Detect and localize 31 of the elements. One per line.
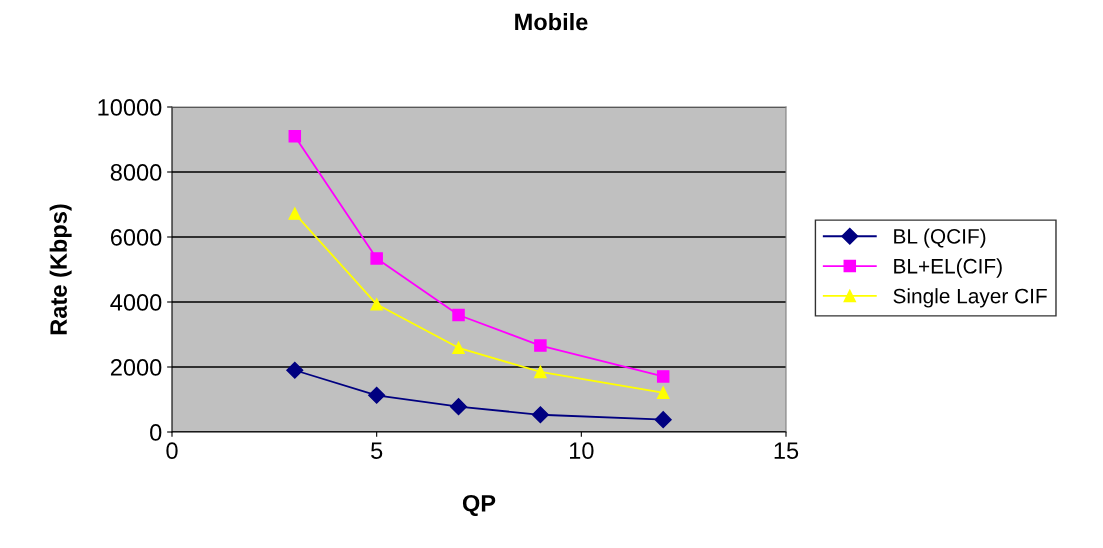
point — [370, 298, 383, 311]
chart-title: Mobile — [515, 13, 588, 31]
x-axis-title: QP — [462, 494, 496, 517]
point — [654, 411, 672, 429]
point — [656, 370, 670, 383]
y-tick-label: 4000 — [110, 294, 162, 311]
y-axis-title: Rate (Kbps) — [49, 204, 72, 335]
point — [449, 398, 468, 416]
point — [452, 341, 465, 355]
y-tick-label: 6000 — [110, 229, 162, 246]
legend-label: Single Layer CIF — [893, 288, 1047, 308]
y-tick-label: 8000 — [110, 164, 162, 181]
x-tick-label: 0 — [166, 442, 178, 460]
x-tick-label: 10 — [570, 442, 594, 460]
y-tick-label: 10000 — [98, 99, 162, 116]
point — [534, 365, 547, 379]
point — [288, 207, 302, 220]
point — [534, 339, 547, 352]
legend-label: BL+EL(CIF) — [894, 258, 1002, 278]
x-tick-label: 5 — [371, 442, 383, 460]
point — [452, 308, 465, 322]
point — [531, 406, 549, 424]
point — [288, 129, 302, 143]
point — [286, 361, 304, 379]
point — [370, 252, 383, 265]
point — [368, 386, 386, 404]
legend-label: BL (QCIF) — [894, 228, 986, 248]
y-tick-label: 0 — [150, 424, 162, 441]
x-tick-label: 15 — [774, 442, 799, 460]
point — [656, 386, 670, 399]
y-tick-label: 2000 — [110, 359, 162, 376]
